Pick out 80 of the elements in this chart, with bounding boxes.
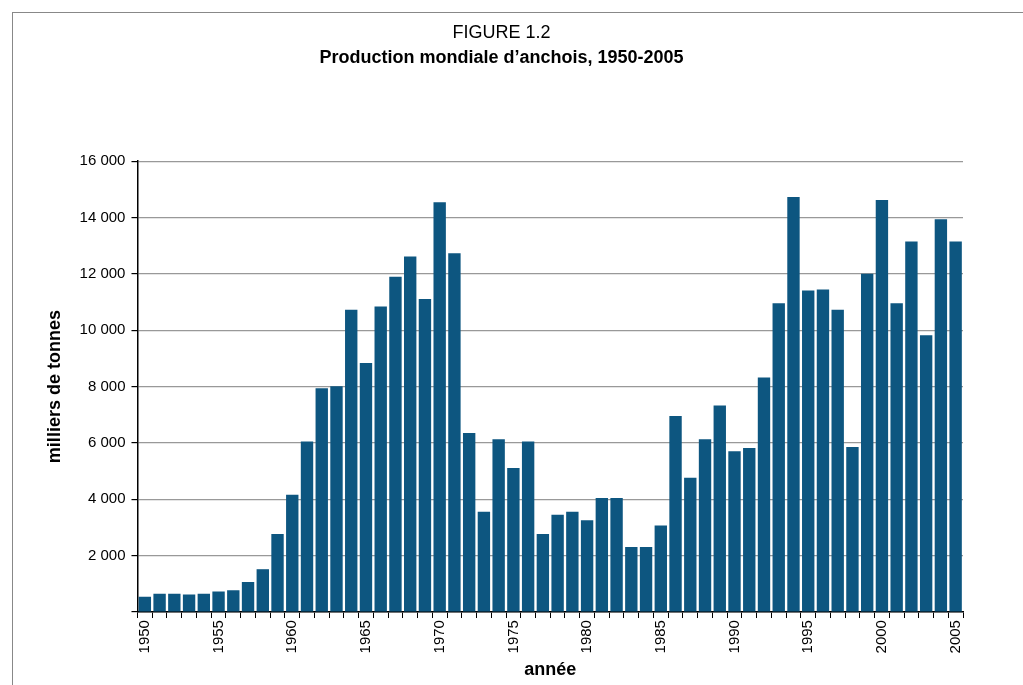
bar [389, 276, 402, 612]
bar [625, 546, 638, 612]
bar [669, 415, 682, 612]
bar [934, 219, 948, 612]
bar [271, 533, 284, 612]
bar [197, 593, 211, 612]
bar [743, 448, 756, 612]
bar [330, 386, 343, 612]
bar [404, 256, 417, 612]
y-tick-label: 10 000 [79, 320, 126, 338]
bar [345, 309, 358, 612]
x-tick-label: 1975 [503, 620, 521, 654]
bar [654, 525, 667, 612]
bar [256, 569, 269, 612]
bar [580, 520, 594, 612]
x-tick-label: 1990 [724, 620, 742, 654]
x-tick-label: 1970 [429, 620, 447, 654]
bar [138, 596, 152, 612]
x-tick-label: 2000 [872, 620, 890, 654]
bar [168, 593, 181, 612]
bar [521, 441, 535, 612]
chart-subtitle: Production mondiale d’anchois, 1950-2005 [319, 47, 684, 68]
x-tick-label: 1960 [282, 620, 300, 654]
bar [477, 511, 491, 612]
bar [595, 497, 609, 612]
bar [846, 446, 859, 612]
bar [241, 581, 255, 612]
bar [212, 591, 225, 612]
bar [919, 335, 933, 612]
bar [566, 511, 579, 612]
x-tick-label: 1995 [798, 620, 816, 654]
bar [374, 306, 387, 612]
bar [787, 196, 800, 612]
x-tick-label: 1955 [208, 620, 226, 654]
bar [831, 309, 844, 612]
y-tick-label: 2 000 [87, 545, 126, 563]
bar [772, 303, 785, 612]
bar [728, 451, 741, 612]
y-tick-label: 8 000 [87, 376, 126, 394]
y-tick-label: 16 000 [79, 151, 126, 169]
bar [182, 594, 196, 612]
bar [860, 273, 874, 612]
bar [802, 290, 815, 612]
bar [536, 533, 550, 612]
x-tick-label: 1965 [356, 620, 374, 654]
bar [816, 289, 830, 612]
bar [610, 497, 623, 612]
bar [227, 590, 240, 612]
bar [551, 514, 564, 612]
bar [713, 405, 726, 612]
x-tick-label: 1980 [577, 620, 595, 654]
y-tick-label: 14 000 [79, 207, 126, 225]
bar [875, 200, 889, 612]
y-tick-label: 4 000 [87, 489, 126, 507]
bar [153, 593, 166, 612]
x-tick-label: 2005 [945, 620, 963, 654]
bar [433, 202, 446, 612]
x-tick-label: 1985 [650, 620, 668, 654]
y-axis-title: milliers de tonnes [43, 310, 64, 464]
bar [448, 253, 461, 612]
bar [507, 468, 520, 612]
bar [286, 494, 299, 612]
bar [418, 298, 432, 612]
bar [359, 362, 373, 612]
chart-title: FIGURE 1.2 [452, 21, 551, 42]
bar [698, 439, 712, 612]
bar [300, 441, 314, 612]
bar [905, 241, 918, 612]
bar [890, 303, 903, 612]
y-tick-label: 12 000 [79, 264, 126, 282]
bar [315, 388, 328, 612]
y-tick-label: 6 000 [87, 433, 126, 451]
bar [757, 377, 771, 612]
bar [949, 241, 962, 612]
bar [684, 477, 697, 612]
bar [462, 433, 476, 612]
bar [639, 546, 653, 612]
bar [492, 439, 505, 612]
x-axis-title: année [524, 659, 577, 680]
x-tick-label: 1950 [134, 620, 152, 654]
